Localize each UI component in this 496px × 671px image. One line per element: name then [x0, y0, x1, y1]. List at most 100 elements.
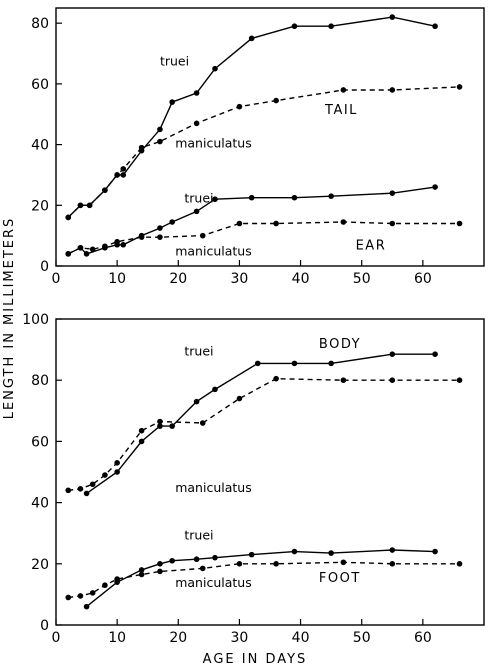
- data-point: [193, 398, 200, 405]
- y-tick-label: 20: [31, 557, 49, 573]
- data-point: [328, 23, 334, 30]
- data-point: [432, 351, 438, 357]
- data-point: [77, 486, 84, 492]
- data-point: [199, 565, 206, 572]
- data-point: [120, 241, 127, 248]
- group-label: FOOT: [319, 571, 361, 586]
- data-point: [236, 103, 243, 110]
- series-line-truei-body: [86, 353, 436, 494]
- series-line-maniculatus-tail: [67, 86, 460, 218]
- data-point: [389, 87, 396, 93]
- data-point: [212, 196, 218, 203]
- y-tick-label: 80: [31, 16, 49, 32]
- data-point: [138, 144, 145, 151]
- data-point: [169, 557, 175, 564]
- data-point: [456, 377, 463, 384]
- data-point: [456, 84, 463, 90]
- data-point: [432, 548, 438, 555]
- data-point: [456, 561, 463, 567]
- series-label: truei: [160, 54, 189, 69]
- data-point: [169, 423, 175, 429]
- data-point: [432, 23, 438, 30]
- data-point: [193, 120, 200, 127]
- data-point: [77, 244, 84, 251]
- data-point: [138, 234, 145, 240]
- data-point: [89, 590, 96, 596]
- data-point: [102, 243, 108, 250]
- data-point: [157, 234, 163, 240]
- x-tick-label: 0: [52, 630, 61, 646]
- y-tick-label: 0: [40, 259, 49, 275]
- series-label: truei: [184, 527, 213, 542]
- series-label: truei: [184, 344, 213, 359]
- data-point: [389, 377, 396, 384]
- data-point: [138, 567, 145, 573]
- data-point: [193, 90, 200, 96]
- data-point: [199, 420, 206, 426]
- data-point: [340, 559, 347, 566]
- data-point: [291, 360, 298, 367]
- data-point: [138, 571, 145, 578]
- y-tick-label: 100: [22, 312, 49, 328]
- data-point: [254, 360, 261, 367]
- chart-panel-tail-ear: 0 10 20 30 40 50 60 0 20 40 60 80 truei maniculatus TA…: [31, 7, 485, 287]
- data-point: [77, 593, 84, 599]
- data-point: [291, 548, 298, 555]
- data-point: [86, 202, 93, 209]
- data-point: [193, 556, 200, 563]
- data-point: [114, 469, 120, 475]
- data-point: [340, 219, 347, 225]
- data-point: [340, 377, 347, 384]
- data-point: [65, 487, 72, 494]
- x-tick-label: 20: [169, 630, 187, 646]
- series-label: maniculatus: [175, 243, 252, 258]
- data-point: [102, 187, 108, 193]
- data-point: [389, 14, 396, 20]
- data-point: [169, 219, 175, 225]
- data-point: [89, 481, 96, 488]
- data-point: [102, 582, 108, 589]
- data-point: [389, 561, 396, 567]
- group-label: BODY: [319, 337, 361, 352]
- series-label: maniculatus: [175, 480, 252, 495]
- data-point: [157, 561, 163, 567]
- x-axis-title: AGE IN DAYS: [203, 652, 308, 667]
- data-point: [65, 214, 72, 221]
- data-point: [157, 568, 163, 575]
- data-point: [114, 172, 120, 178]
- data-point: [102, 472, 108, 478]
- series-label: truei: [184, 190, 213, 205]
- data-point: [212, 554, 218, 561]
- data-point: [83, 603, 90, 610]
- plot-frame: [55, 7, 485, 267]
- plot-frame: [55, 318, 485, 626]
- data-point: [389, 351, 396, 357]
- data-point: [77, 202, 84, 209]
- x-tick-label: 50: [353, 630, 371, 646]
- data-point: [273, 220, 279, 227]
- data-point: [157, 126, 163, 133]
- data-point: [138, 427, 145, 434]
- data-point: [389, 220, 396, 227]
- y-tick-label: 20: [31, 198, 49, 214]
- data-point: [65, 594, 72, 601]
- data-point: [248, 194, 255, 201]
- y-tick-label: 40: [31, 138, 49, 154]
- data-point: [89, 246, 96, 253]
- data-point: [273, 561, 279, 567]
- x-tick-label: 50: [353, 271, 371, 287]
- data-point: [114, 576, 120, 582]
- series-label: maniculatus: [175, 575, 252, 590]
- data-point: [236, 561, 243, 567]
- data-point: [291, 23, 298, 30]
- data-point: [157, 225, 163, 231]
- y-tick-label: 0: [40, 618, 49, 634]
- data-point: [83, 490, 90, 497]
- data-point: [248, 35, 255, 42]
- data-point: [432, 184, 438, 190]
- data-point: [248, 551, 255, 558]
- x-tick-label: 40: [292, 271, 310, 287]
- data-point: [157, 418, 163, 425]
- data-point: [456, 220, 463, 227]
